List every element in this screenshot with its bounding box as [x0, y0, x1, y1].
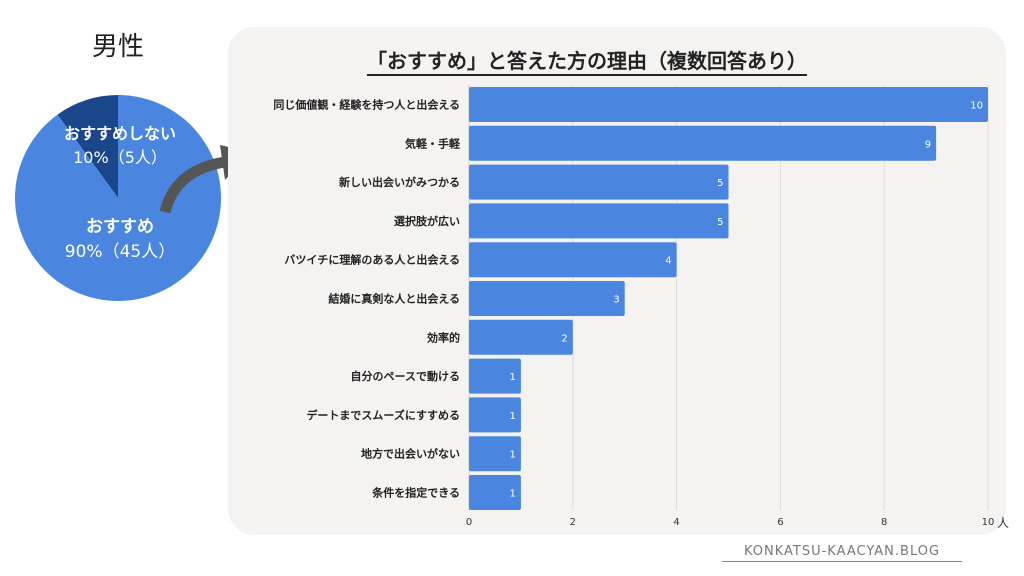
pie-label-not-recommend: おすすめしない 10%（5人）: [40, 120, 200, 168]
bar: [469, 436, 521, 472]
pie-label-recommend: おすすめ 90%（45人）: [40, 212, 200, 262]
bar: [469, 87, 988, 122]
data-label: 5: [717, 178, 723, 189]
category-label: 新しい出会いがみつかる: [339, 175, 460, 189]
x-tick-label: 8: [881, 517, 887, 528]
data-label: 1: [510, 450, 516, 461]
bar: [469, 397, 521, 433]
category-label: 気軽・手軽: [405, 136, 461, 150]
data-label: 2: [561, 333, 567, 344]
pie-slice: [57, 95, 118, 198]
data-label: 3: [613, 295, 619, 306]
x-tick-label: 2: [570, 517, 576, 528]
bar: [469, 125, 937, 161]
chart-title-text: 「おすすめ」と答えた方の理由（複数回答あり）: [367, 49, 807, 76]
category-label: バツイチに理解のある人と出会える: [284, 253, 460, 267]
bar: [469, 319, 573, 355]
data-label: 1: [510, 411, 516, 422]
x-tick-label: 6: [777, 517, 783, 528]
bar: [469, 242, 677, 278]
data-label: 1: [510, 372, 516, 383]
data-label: 1: [510, 489, 516, 500]
chart-title: 「おすすめ」と答えた方の理由（複数回答あり）: [0, 45, 1024, 76]
category-label: 条件を指定できる: [371, 486, 460, 500]
category-label: デートまでスムーズにすすめる: [306, 408, 460, 422]
category-label: 結婚に真剣な人と出会える: [328, 292, 460, 306]
pie-slice-label: おすすめ: [86, 217, 154, 237]
x-tick-label: 0: [466, 517, 472, 528]
pie-chart: [15, 95, 222, 301]
category-label: 地方で出会いがない: [361, 447, 460, 461]
category-label: 自分のペースで動ける: [351, 369, 460, 383]
category-label: 選択肢が広い: [394, 214, 460, 228]
pie-slice-label: おすすめしない: [63, 124, 176, 143]
bar: [469, 281, 625, 316]
category-label: 効率的: [427, 330, 460, 344]
pie-slice-value: 90%（45人）: [64, 242, 176, 262]
data-label: 10: [970, 101, 983, 112]
bar: [469, 475, 521, 510]
pie-slice-value: 10%（5人）: [73, 148, 167, 167]
x-tick-label: 4: [673, 517, 679, 528]
category-label: 同じ価値観・経験を持つ人と出会える: [273, 98, 460, 112]
bar: [469, 203, 729, 239]
pie-slice: [15, 95, 222, 301]
bar: [469, 164, 729, 200]
data-label: 9: [925, 139, 931, 150]
data-label: 4: [665, 256, 671, 267]
x-axis-label: 人: [997, 516, 1009, 530]
data-label: 5: [717, 217, 723, 228]
x-tick-label: 10: [982, 517, 995, 528]
gender-label: 男性: [92, 32, 145, 62]
bar: [469, 358, 521, 394]
footer-blog-name: KONKATSU-KAACYAN.BLOG: [722, 544, 962, 562]
